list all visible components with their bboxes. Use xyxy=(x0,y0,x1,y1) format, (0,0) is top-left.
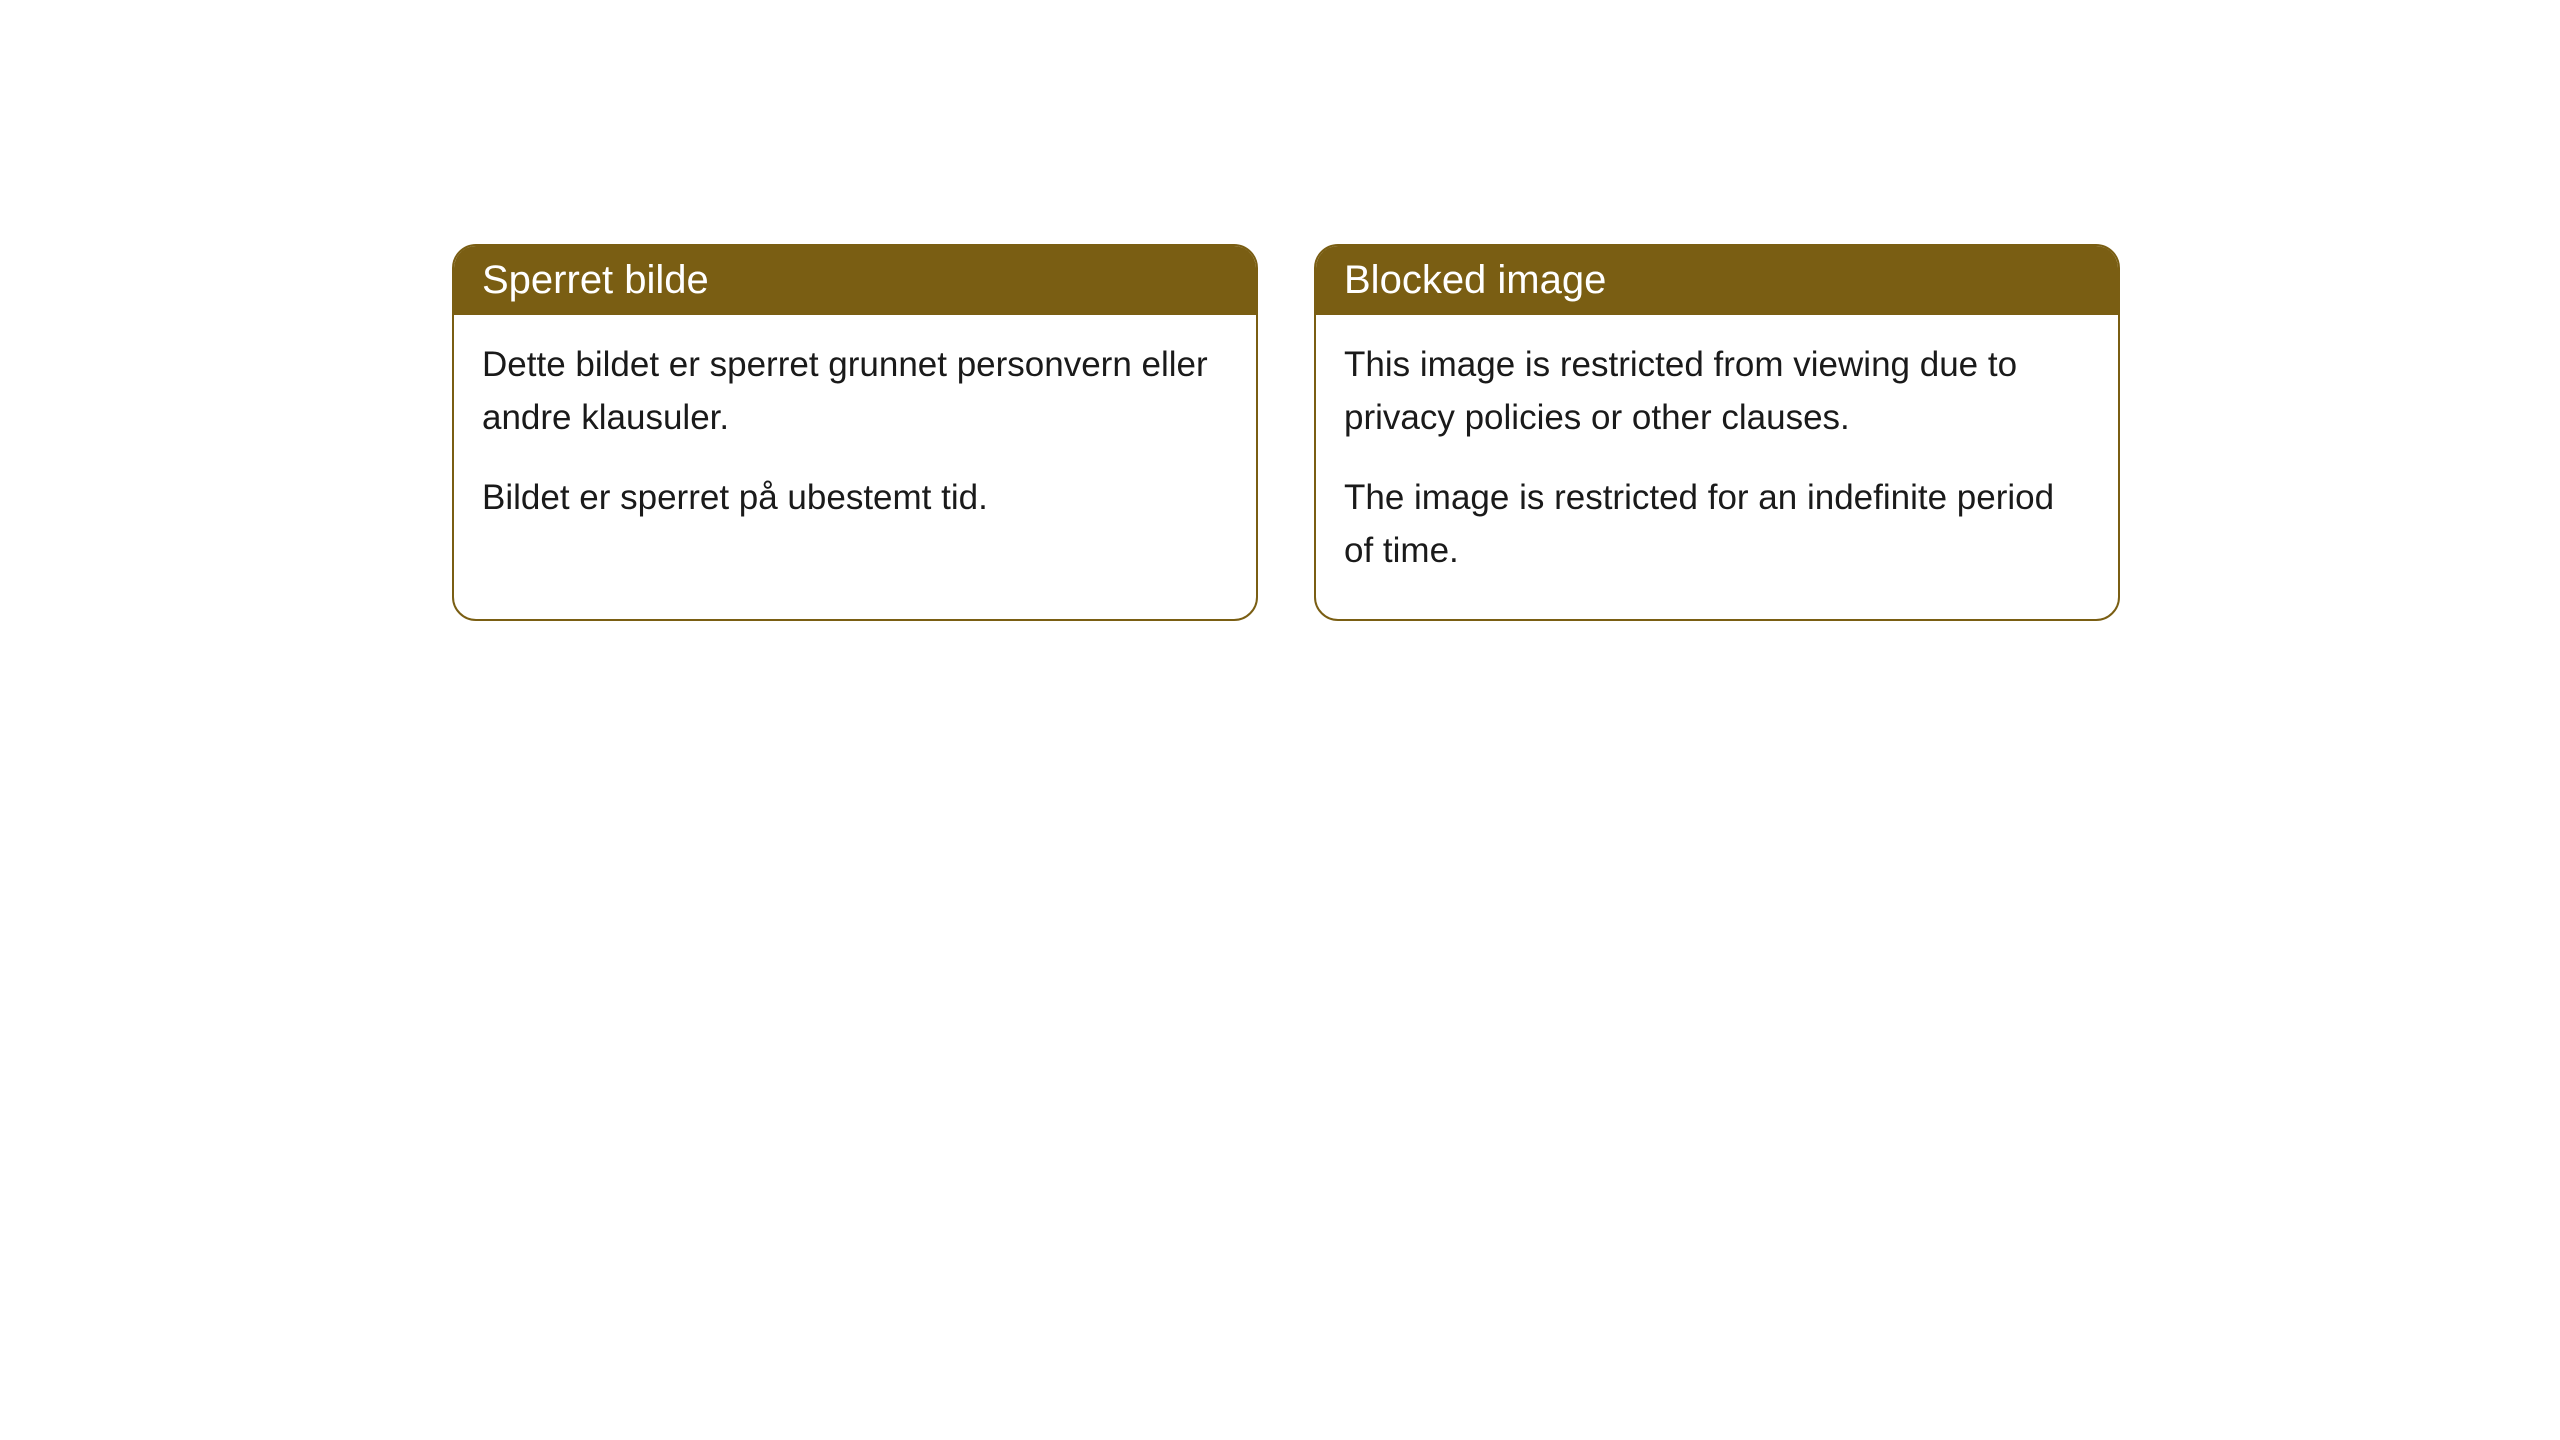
card-body-en: This image is restricted from viewing du… xyxy=(1316,315,2118,619)
blocked-image-card-en: Blocked image This image is restricted f… xyxy=(1314,244,2120,621)
notice-cards-container: Sperret bilde Dette bildet er sperret gr… xyxy=(452,244,2120,621)
card-paragraph-1-en: This image is restricted from viewing du… xyxy=(1344,339,2090,444)
card-paragraph-2-no: Bildet er sperret på ubestemt tid. xyxy=(482,472,1228,525)
card-paragraph-2-en: The image is restricted for an indefinit… xyxy=(1344,472,2090,577)
blocked-image-card-no: Sperret bilde Dette bildet er sperret gr… xyxy=(452,244,1258,621)
card-body-no: Dette bildet er sperret grunnet personve… xyxy=(454,315,1256,567)
card-header-no: Sperret bilde xyxy=(454,246,1256,315)
card-header-en: Blocked image xyxy=(1316,246,2118,315)
card-paragraph-1-no: Dette bildet er sperret grunnet personve… xyxy=(482,339,1228,444)
